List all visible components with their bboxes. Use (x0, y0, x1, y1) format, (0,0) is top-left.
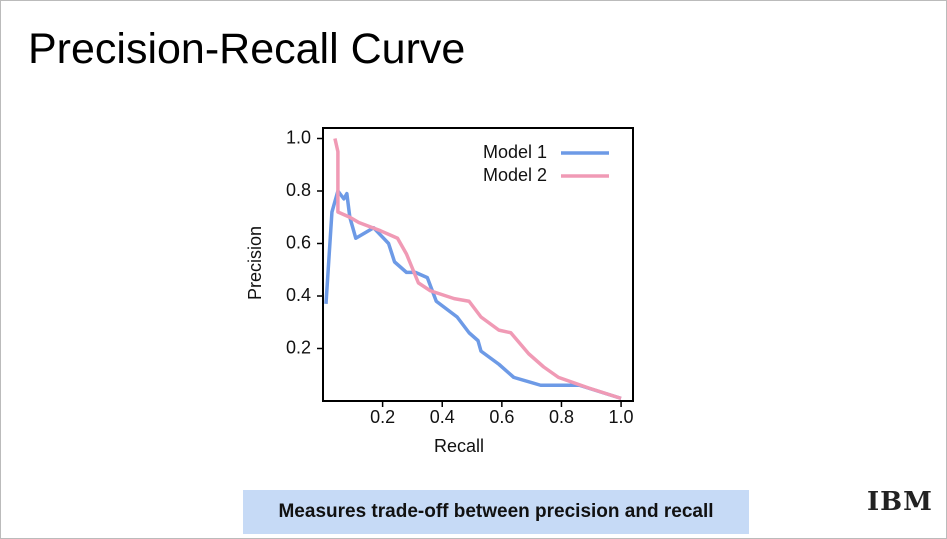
y-tick-label: 0.8 (286, 180, 311, 200)
plot-frame (322, 127, 634, 402)
y-tick-label: 0.2 (286, 337, 311, 357)
legend-label: Model 1 (483, 142, 547, 162)
x-axis-label: Recall (434, 436, 484, 456)
callout: Measures trade-off between precision and… (243, 490, 749, 534)
series-line (333, 138, 622, 401)
chart: Recall Precision 0.2 0.4 0.6 0.8 1.0 0.2 0.4 0.… (245, 127, 634, 456)
series-line (324, 189, 622, 401)
x-tick-label: 0.2 (370, 407, 395, 427)
x-tick-label: 0.8 (549, 407, 574, 427)
slide-title: Precision-Recall Curve (28, 25, 466, 73)
y-axis-label: Precision (245, 226, 265, 300)
x-tick-label: 0.6 (489, 407, 514, 427)
y-tick-label: 0.4 (286, 285, 311, 305)
legend-label: Model 2 (483, 165, 547, 185)
y-tick-label: 1.0 (286, 127, 311, 147)
y-tick-label: 0.6 (286, 232, 311, 252)
x-tick-label: 1.0 (609, 407, 634, 427)
logo: IBM (867, 487, 933, 517)
x-tick-label: 0.4 (430, 407, 455, 427)
